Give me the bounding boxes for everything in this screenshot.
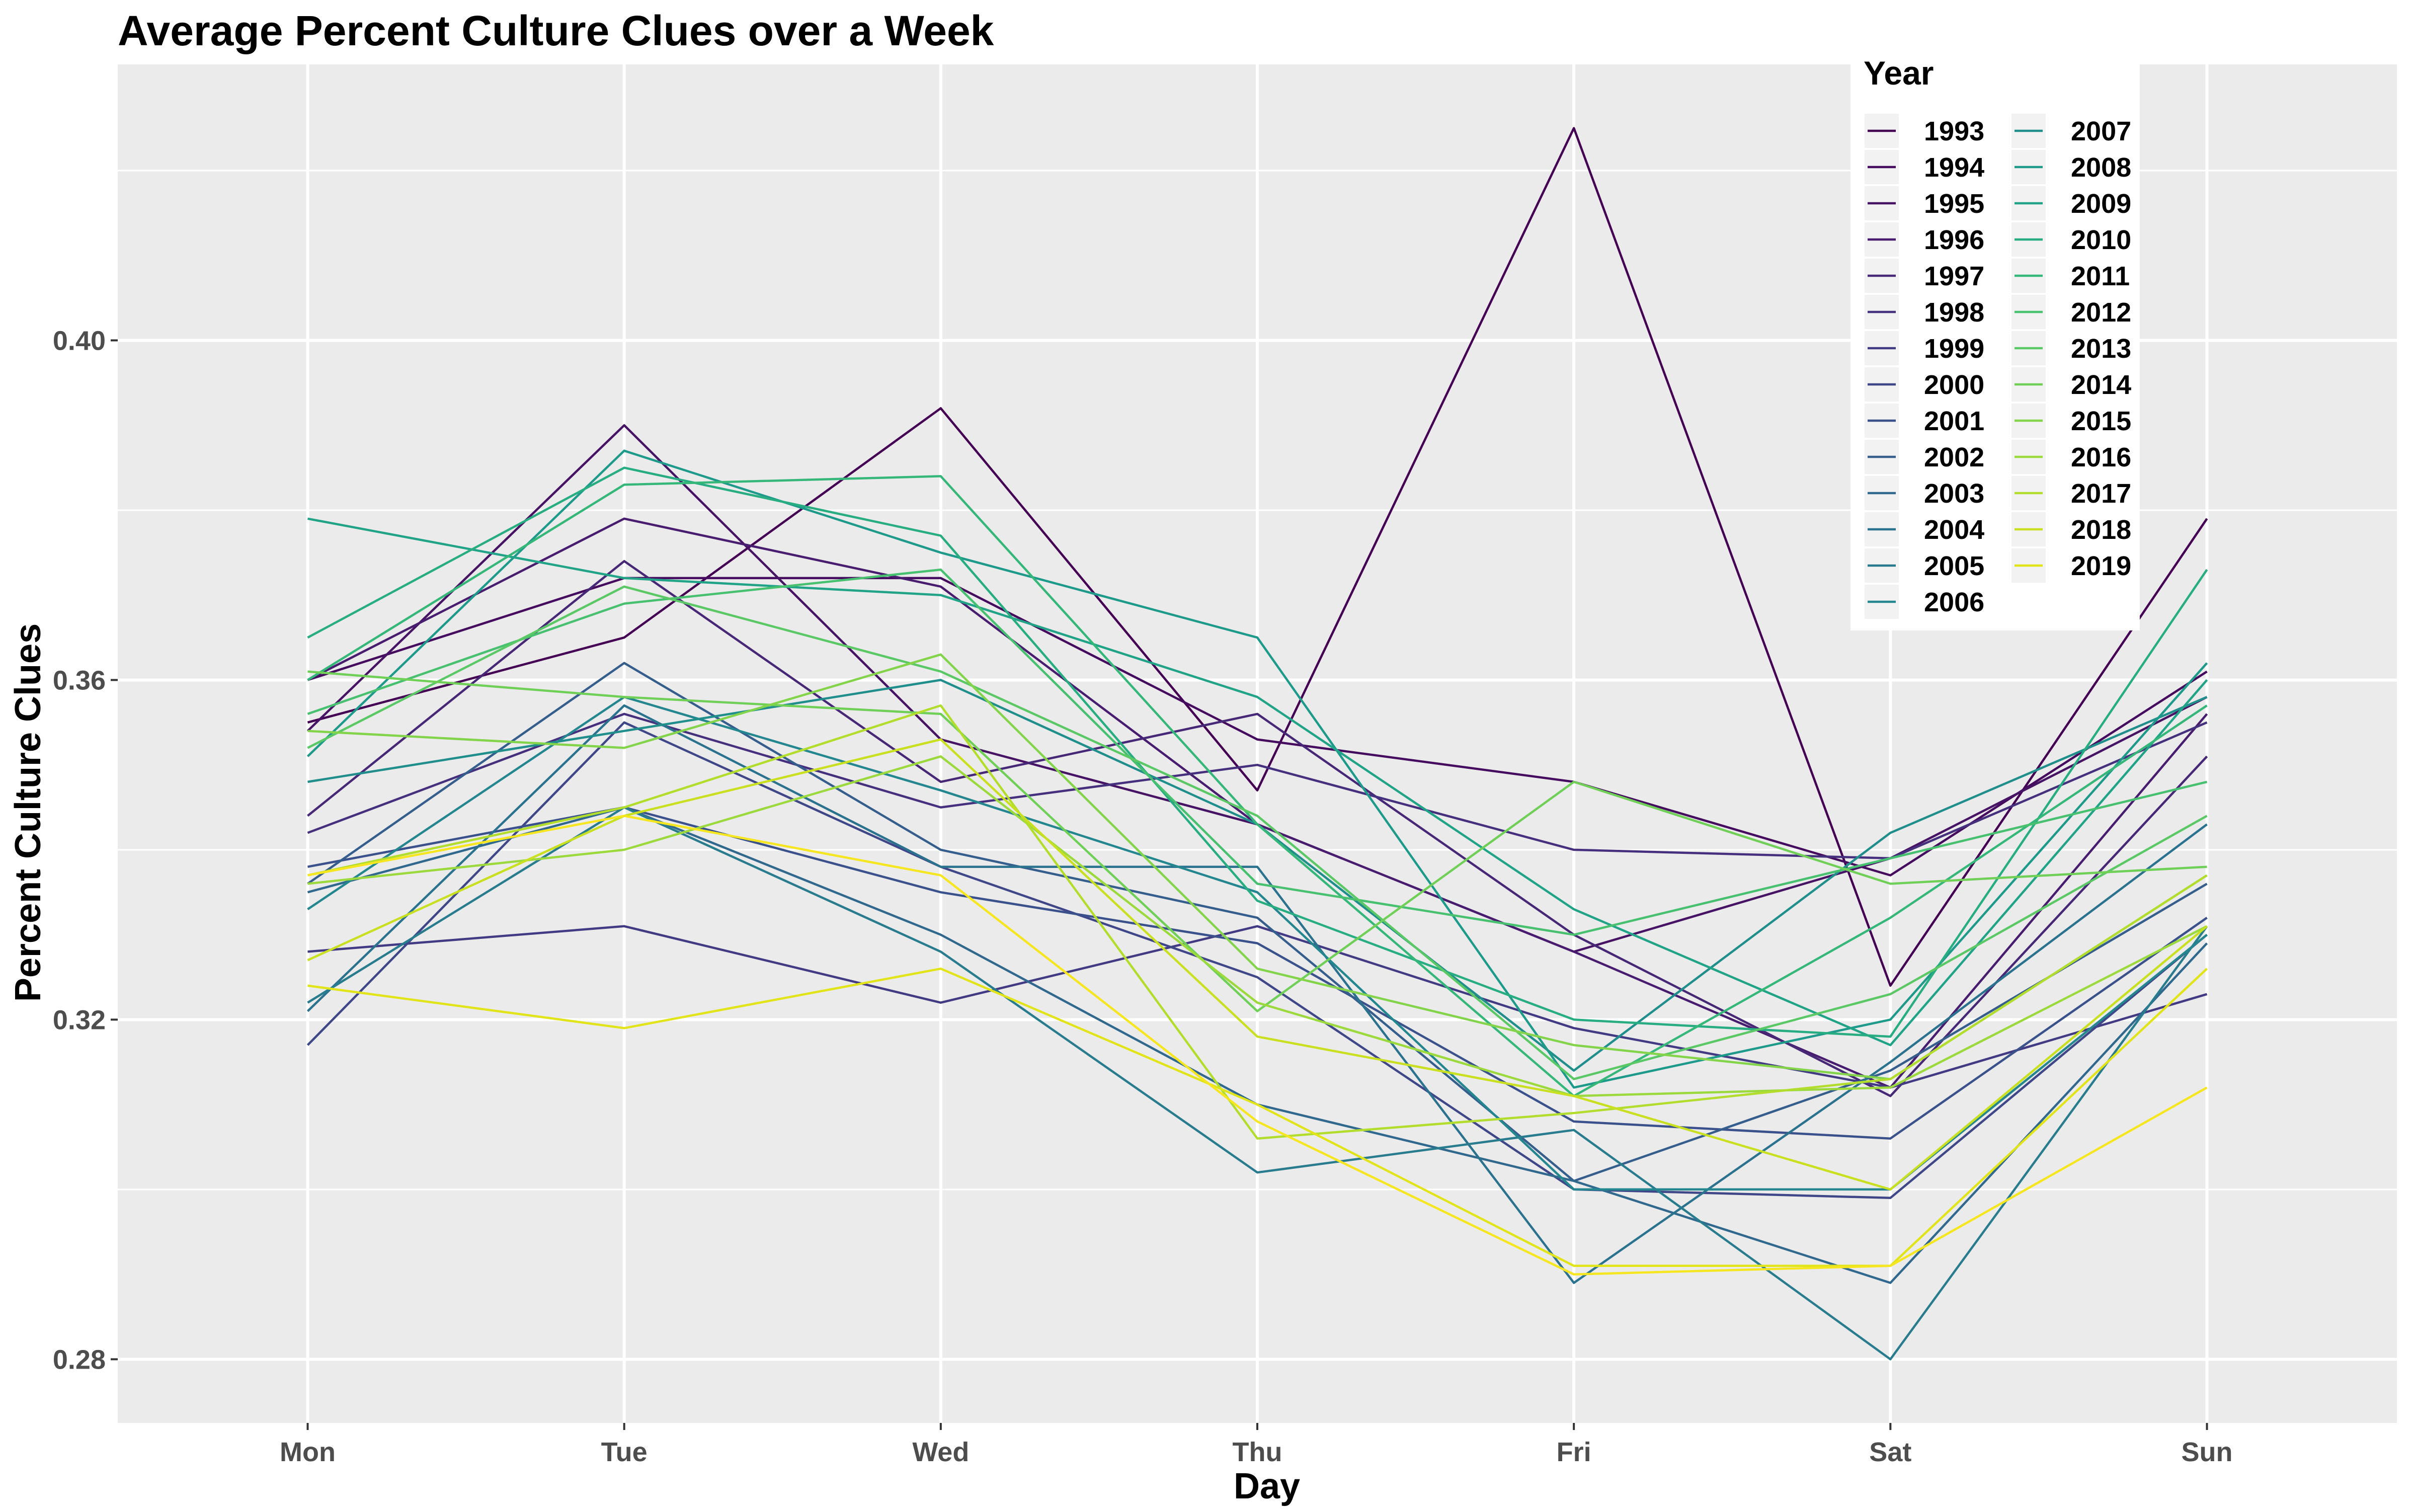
legend-label: 2018	[2071, 515, 2131, 545]
y-tick-label: 0.36	[53, 665, 106, 695]
legend-label: 2017	[2071, 479, 2131, 509]
legend-items: 1993 1994 1995 1996 1997 1998 1999 2000 2001 2002…	[1865, 114, 2131, 619]
legend-label: 2006	[1924, 587, 1984, 617]
legend-label: 1997	[1924, 261, 1984, 291]
legend-label: 2013	[2071, 334, 2131, 364]
y-tick-label: 0.28	[53, 1344, 106, 1375]
series-line-2011	[307, 475, 2208, 1097]
series-line-2009	[307, 517, 2208, 1047]
legend-label: 2008	[2071, 152, 2131, 183]
series-line-2004	[306, 704, 2208, 1284]
legend-label: 2004	[1924, 515, 1984, 545]
series-line-2000	[306, 721, 2208, 1200]
series-line-2017	[307, 704, 2208, 1140]
x-axis-title: Day	[1234, 1466, 1300, 1506]
legend: Year 1993 1994 1995 1996 1997 1998 1999 2000 200…	[1850, 44, 2140, 630]
x-tick-label: Wed	[912, 1437, 969, 1467]
legend-label: 2016	[2071, 442, 2131, 472]
legend-label: 1993	[1924, 116, 1984, 146]
legend-label: 2011	[2071, 261, 2130, 291]
legend-label: 2012	[2071, 297, 2131, 328]
x-tick-label: Tue	[601, 1437, 648, 1467]
series-line-2012	[307, 568, 2208, 936]
legend-label: 2000	[1924, 370, 1984, 400]
legend-label: 2014	[2071, 370, 2131, 400]
legend-label: 1999	[1924, 334, 1984, 364]
y-tick-label: 0.32	[53, 1005, 106, 1035]
x-tick-label: Sat	[1869, 1437, 1911, 1467]
series-line-2016	[307, 755, 2208, 1097]
legend-label: 2001	[1924, 406, 1984, 436]
series-line-unlabeled	[307, 815, 2208, 1276]
legend-label: 2009	[2071, 189, 2131, 219]
x-tick-label: Sun	[2182, 1437, 2233, 1467]
x-tick-label: Thu	[1233, 1437, 1282, 1467]
x-tick-label: Fri	[1557, 1437, 1591, 1467]
series-line-1997	[307, 560, 2208, 1097]
y-axis-ticks: 0.28 0.32 0.36 0.40	[53, 326, 118, 1375]
series-line-2014	[307, 670, 2207, 1012]
series-line-2010	[307, 466, 2208, 1038]
legend-label: 2005	[1924, 551, 1984, 581]
legend-label: 1998	[1924, 297, 1984, 328]
series-line-2013	[307, 585, 2208, 1080]
y-tick-label: 0.40	[53, 326, 106, 356]
legend-label: 2003	[1924, 479, 1984, 509]
chart-title: Average Percent Culture Clues over a Wee…	[118, 7, 994, 54]
y-axis-title: Percent Culture Clues	[8, 623, 48, 1002]
legend-label: 2019	[2071, 551, 2131, 581]
series-line-2008	[306, 449, 2208, 1089]
series-lines	[306, 127, 2208, 1361]
legend-label: 1995	[1924, 189, 1984, 219]
legend-label: 1996	[1924, 225, 1984, 255]
series-line-2002	[307, 662, 2208, 1182]
legend-label: 1994	[1924, 152, 1984, 183]
x-axis-ticks: Mon Tue Wed Thu Fri Sat Sun	[280, 1423, 2233, 1467]
series-line-1993	[307, 127, 2208, 987]
legend-title: Year	[1864, 54, 1934, 92]
legend-label: 2015	[2071, 406, 2131, 436]
legend-label: 2002	[1924, 442, 1984, 472]
legend-label: 2010	[2071, 225, 2131, 255]
x-tick-label: Mon	[280, 1437, 336, 1467]
legend-label: 2007	[2071, 116, 2131, 146]
